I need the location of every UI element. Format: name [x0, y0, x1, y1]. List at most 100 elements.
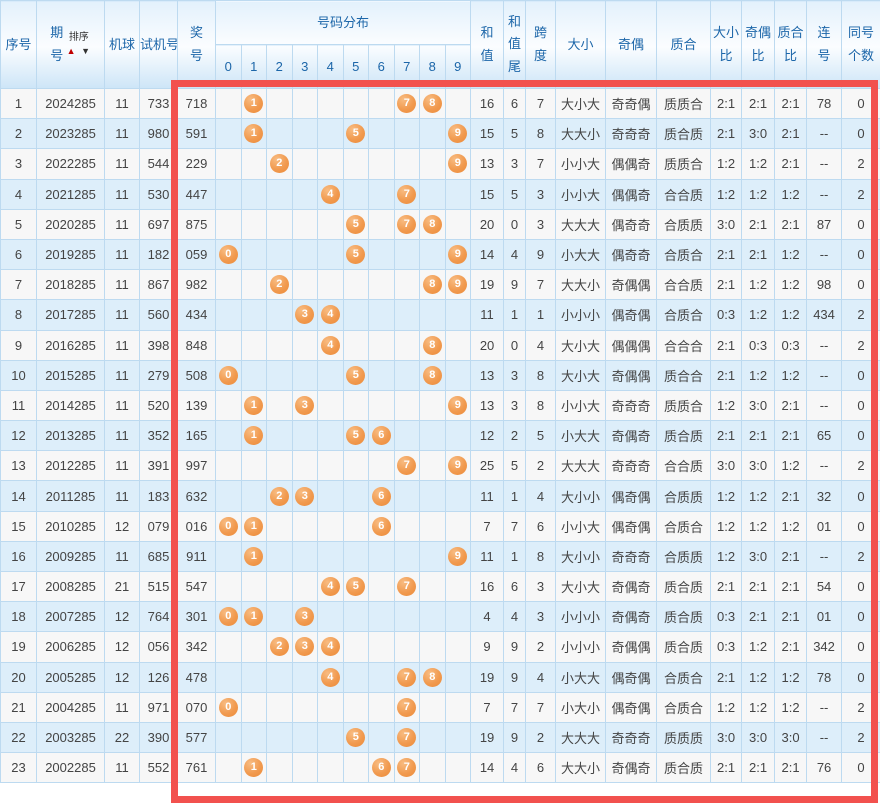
- cell-digit-6: [368, 570, 395, 603]
- cell-prime: 质质合: [656, 87, 712, 120]
- cell-tail: 6: [503, 87, 527, 120]
- cell-digit-9: 9: [444, 389, 472, 422]
- cell-test: 056: [139, 631, 178, 663]
- cell-same: 2: [841, 721, 880, 754]
- cell-machine: 21: [104, 570, 140, 603]
- cell-period: 2020285: [36, 208, 105, 240]
- cell-size: 大大小: [555, 118, 607, 150]
- cell-digit-1: 1: [240, 87, 267, 120]
- table-row: 4 2021285 11 530 447 4 7 15 5 3 小小大 偶偶奇 合合质 1:2 1:2 1:2…: [0, 178, 880, 210]
- cell-digit-2: [266, 420, 293, 452]
- cell-digit-8: [419, 389, 446, 422]
- cell-prime: 合合质: [656, 450, 712, 482]
- cell-digit-9: [444, 661, 472, 693]
- table-row: 18 2007285 12 764 301 0 1 3 4 4 3 小小小 奇偶奇 质合质 0:3 2:1 2:…: [0, 601, 880, 633]
- col-header-test-number: 试机号: [139, 0, 178, 89]
- cell-digit-4: [317, 359, 344, 391]
- cell-machine: 11: [104, 691, 140, 723]
- cell-period: 2011285: [36, 480, 105, 512]
- cell-prime: 合质合: [656, 661, 712, 693]
- number-ball: 5: [346, 728, 366, 748]
- cell-same: 2: [841, 691, 880, 723]
- cell-prime: 质合质: [656, 570, 712, 603]
- cell-parity: 偶奇偶: [605, 510, 658, 542]
- cell-sum: 13: [470, 389, 505, 422]
- cell-span: 9: [525, 238, 557, 271]
- cell-size_ratio: 2:1: [710, 752, 743, 784]
- cell-digit-3: [291, 691, 318, 723]
- cell-digit-5: 5: [342, 721, 369, 754]
- cell-digit-2: [266, 208, 293, 240]
- cell-digit-4: [317, 721, 344, 754]
- cell-seq: 6: [0, 238, 37, 271]
- cell-sum: 15: [470, 178, 505, 210]
- table-row: 7 2018285 11 867 982 2 8 9 19 9 7 大大小 奇偶偶 合合质 2:1 1:2 1:…: [0, 269, 880, 301]
- cell-sum: 13: [470, 148, 505, 180]
- cell-digit-7: 7: [393, 691, 420, 723]
- cell-digit-1: [240, 480, 267, 512]
- cell-sum: 20: [470, 329, 505, 361]
- cell-digit-3: 3: [291, 299, 318, 331]
- cell-digit-8: [419, 480, 446, 512]
- sort-control[interactable]: 排序 ▲ ▼: [67, 32, 91, 57]
- cell-digit-0: [215, 87, 242, 120]
- cell-digit-1: [240, 661, 267, 693]
- col-header-size: 大小: [555, 0, 607, 89]
- cell-digit-3: 3: [291, 631, 318, 663]
- cell-seq: 4: [0, 178, 37, 210]
- cell-tail: 0: [503, 329, 527, 361]
- cell-span: 3: [525, 570, 557, 603]
- cell-same: 0: [841, 118, 880, 150]
- number-ball: 9: [448, 245, 468, 265]
- cell-size_ratio: 2:1: [710, 329, 743, 361]
- number-ball: 0: [218, 365, 238, 385]
- cell-sum: 4: [470, 601, 505, 633]
- number-ball: 0: [218, 697, 238, 717]
- cell-seq: 14: [0, 480, 37, 512]
- cell-machine: 22: [104, 721, 140, 754]
- digit-header-3: 3: [291, 44, 318, 89]
- cell-period: 2007285: [36, 601, 105, 633]
- number-ball: 3: [295, 305, 315, 325]
- cell-span: 8: [525, 540, 557, 573]
- cell-span: 1: [525, 299, 557, 331]
- cell-test: 079: [139, 510, 178, 542]
- cell-win: 301: [177, 601, 216, 633]
- cell-digit-6: 6: [368, 480, 395, 512]
- cell-size_ratio: 2:1: [710, 238, 743, 271]
- cell-period: 2009285: [36, 540, 105, 573]
- cell-tail: 1: [503, 480, 527, 512]
- cell-size: 大小大: [555, 570, 607, 603]
- table-row: 15 2010285 12 079 016 0 1 6 7 7 6 小小大 偶奇偶 合质合 1:2 1:2 1:…: [0, 510, 880, 542]
- cell-span: 8: [525, 359, 557, 391]
- sort-ascending-icon[interactable]: ▲: [66, 45, 77, 56]
- cell-consec: 98: [806, 269, 843, 301]
- cell-digit-6: [368, 299, 395, 331]
- cell-period: 2021285: [36, 178, 105, 210]
- cell-digit-6: [368, 148, 395, 180]
- cell-digit-4: [317, 691, 344, 723]
- cell-digit-8: [419, 238, 446, 271]
- cell-win: 508: [177, 359, 216, 391]
- cell-tail: 0: [503, 208, 527, 240]
- cell-digit-7: 7: [393, 661, 420, 693]
- cell-parity_ratio: 2:1: [741, 601, 776, 633]
- cell-same: 2: [841, 450, 880, 482]
- cell-digit-7: [393, 269, 420, 301]
- cell-digit-3: [291, 359, 318, 391]
- cell-span: 3: [525, 208, 557, 240]
- cell-digit-1: [240, 238, 267, 271]
- cell-digit-1: 1: [240, 389, 267, 422]
- cell-consec: 01: [806, 601, 843, 633]
- cell-parity: 奇奇奇: [605, 540, 658, 573]
- cell-span: 8: [525, 389, 557, 422]
- cell-digit-3: 3: [291, 389, 318, 422]
- cell-parity_ratio: 1:2: [741, 148, 776, 180]
- cell-test: 733: [139, 87, 178, 120]
- number-ball: 0: [218, 245, 238, 265]
- cell-digit-0: [215, 148, 242, 180]
- cell-digit-9: [444, 329, 472, 361]
- sort-descending-icon[interactable]: ▼: [81, 45, 92, 56]
- sort-label: 排序: [68, 31, 89, 43]
- cell-test: 764: [139, 601, 178, 633]
